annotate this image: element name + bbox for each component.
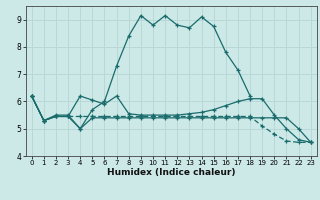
X-axis label: Humidex (Indice chaleur): Humidex (Indice chaleur) (107, 168, 236, 177)
